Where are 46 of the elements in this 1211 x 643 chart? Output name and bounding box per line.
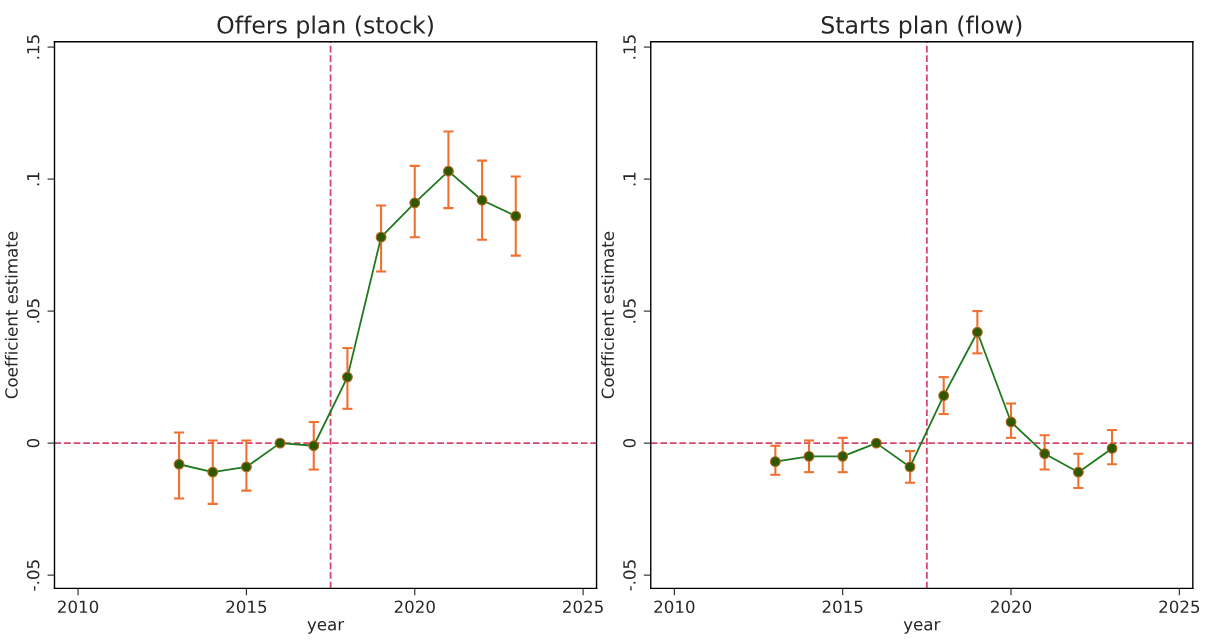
x-tick-label: 2015 — [822, 600, 863, 614]
y-tick-label: -.05 — [623, 560, 636, 591]
x-axis-title: year — [307, 621, 345, 634]
point — [274, 437, 286, 449]
y-tick-label: .1 — [623, 172, 636, 186]
x-tick-label: 2015 — [226, 600, 267, 614]
x-tick-label: 2025 — [1159, 600, 1200, 614]
point — [803, 450, 815, 462]
x-tick-label: 2020 — [394, 600, 435, 614]
y-axis-title: Coefficient estimate — [4, 231, 18, 399]
y-tick-label: .05 — [26, 299, 40, 323]
point — [1072, 466, 1084, 478]
chart-title: Starts plan (flow) — [821, 15, 1022, 39]
x-tick-label: 2010 — [654, 600, 695, 614]
point — [904, 461, 916, 473]
point — [510, 210, 522, 222]
y-axis-title: Coefficient estimate — [601, 231, 615, 399]
y-tick-label: .15 — [27, 35, 40, 59]
point — [837, 450, 849, 462]
point — [375, 231, 387, 243]
point — [443, 165, 454, 177]
point — [971, 326, 983, 338]
x-tick-label: 2020 — [991, 600, 1032, 614]
point — [1106, 442, 1118, 454]
x-axis-title: year — [903, 621, 941, 634]
point — [1005, 416, 1017, 428]
x-tick-label: 2025 — [563, 600, 603, 614]
y-tick-label: .1 — [27, 172, 40, 186]
point — [341, 371, 353, 383]
point — [769, 456, 781, 468]
y-tick-label: .15 — [623, 35, 636, 59]
point — [938, 390, 950, 402]
point — [476, 194, 488, 206]
y-tick-label: 0 — [26, 438, 40, 448]
point — [1039, 448, 1051, 460]
point — [308, 440, 320, 452]
point — [173, 458, 185, 470]
chart-title: Offers plan (stock) — [217, 15, 433, 39]
point — [870, 437, 882, 449]
y-tick-label: 0 — [623, 438, 636, 448]
point — [207, 466, 219, 478]
y-tick-label: -.05 — [26, 560, 40, 591]
point — [240, 461, 252, 473]
x-tick-label: 2010 — [58, 600, 99, 614]
y-tick-label: .05 — [623, 299, 636, 323]
point — [409, 197, 421, 209]
